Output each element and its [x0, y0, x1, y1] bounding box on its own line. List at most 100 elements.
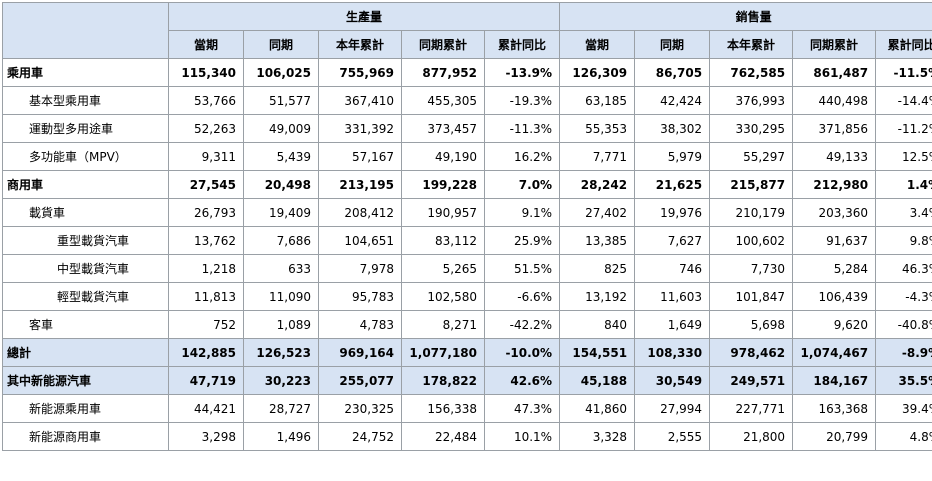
table-cell: 969,164 — [319, 339, 402, 367]
table-cell: 35.5% — [876, 367, 932, 395]
table-cell: 755,969 — [319, 59, 402, 87]
table-cell: 126,309 — [560, 59, 635, 87]
table-cell: 101,847 — [710, 283, 793, 311]
table-cell: 25.9% — [485, 227, 560, 255]
table-row: 中型載貨汽車 1,218 633 7,978 5,265 51.5% 825 7… — [3, 255, 932, 283]
table-row: 載貨車 26,793 19,409 208,412 190,957 9.1% 2… — [3, 199, 932, 227]
table-cell: 1,074,467 — [793, 339, 876, 367]
table-cell: -19.3% — [485, 87, 560, 115]
col-header: 本年累計 — [319, 31, 402, 59]
table-cell: 51,577 — [244, 87, 319, 115]
table-cell: 213,195 — [319, 171, 402, 199]
table-cell: 100,602 — [710, 227, 793, 255]
table-cell: 154,551 — [560, 339, 635, 367]
table-cell: 825 — [560, 255, 635, 283]
table-row-total: 總計 142,885 126,523 969,164 1,077,180 -10… — [3, 339, 932, 367]
table-cell: 44,421 — [169, 395, 244, 423]
table-cell: 9,311 — [169, 143, 244, 171]
table-cell: 11,090 — [244, 283, 319, 311]
table-cell: 9.1% — [485, 199, 560, 227]
table-cell: 41,860 — [560, 395, 635, 423]
col-header: 同期累計 — [402, 31, 485, 59]
table-cell: 978,462 — [710, 339, 793, 367]
table-cell: 455,305 — [402, 87, 485, 115]
table-cell: 19,409 — [244, 199, 319, 227]
table-cell: 1,218 — [169, 255, 244, 283]
table-cell: 57,167 — [319, 143, 402, 171]
table-cell: 27,545 — [169, 171, 244, 199]
col-header: 本年累計 — [710, 31, 793, 59]
table-cell: 142,885 — [169, 339, 244, 367]
table-cell: 53,766 — [169, 87, 244, 115]
col-header: 累計同比 — [485, 31, 560, 59]
table-row-nev: 其中新能源汽車 47,719 30,223 255,077 178,822 42… — [3, 367, 932, 395]
table-cell: 21,800 — [710, 423, 793, 451]
table-cell: 7,627 — [635, 227, 710, 255]
table-cell: 83,112 — [402, 227, 485, 255]
table-cell: 190,957 — [402, 199, 485, 227]
table-cell: 840 — [560, 311, 635, 339]
row-label: 新能源商用車 — [3, 423, 169, 451]
production-group-header: 生產量 — [169, 3, 560, 31]
table-cell: 633 — [244, 255, 319, 283]
row-label: 重型載貨汽車 — [3, 227, 169, 255]
table-row: 運動型多用途車 52,263 49,009 331,392 373,457 -1… — [3, 115, 932, 143]
row-label: 商用車 — [3, 171, 169, 199]
table-cell: -11.5% — [876, 59, 932, 87]
table-cell: 49,009 — [244, 115, 319, 143]
table-cell: 1,077,180 — [402, 339, 485, 367]
table-cell: 24,752 — [319, 423, 402, 451]
table-cell: 4,783 — [319, 311, 402, 339]
table-cell: 95,783 — [319, 283, 402, 311]
table-cell: 38,302 — [635, 115, 710, 143]
table-cell: 13,385 — [560, 227, 635, 255]
table-cell: 163,368 — [793, 395, 876, 423]
table-cell: 373,457 — [402, 115, 485, 143]
col-header: 當期 — [169, 31, 244, 59]
table-cell: 199,228 — [402, 171, 485, 199]
table-cell: 28,727 — [244, 395, 319, 423]
header-corner — [3, 3, 169, 59]
table-cell: 752 — [169, 311, 244, 339]
table-cell: 10.1% — [485, 423, 560, 451]
table-row: 客車 752 1,089 4,783 8,271 -42.2% 840 1,64… — [3, 311, 932, 339]
table-cell: 19,976 — [635, 199, 710, 227]
table-cell: 22,484 — [402, 423, 485, 451]
table-cell: 9,620 — [793, 311, 876, 339]
table-cell: -14.4% — [876, 87, 932, 115]
col-header: 同期累計 — [793, 31, 876, 59]
table-cell: 13,762 — [169, 227, 244, 255]
row-label: 載貨車 — [3, 199, 169, 227]
table-cell: 102,580 — [402, 283, 485, 311]
table-cell: -11.2% — [876, 115, 932, 143]
table-cell: -42.2% — [485, 311, 560, 339]
table-cell: 249,571 — [710, 367, 793, 395]
table-cell: 440,498 — [793, 87, 876, 115]
table-cell: 7,686 — [244, 227, 319, 255]
table-cell: 203,360 — [793, 199, 876, 227]
table-cell: 7,730 — [710, 255, 793, 283]
table-row: 新能源乘用車 44,421 28,727 230,325 156,338 47.… — [3, 395, 932, 423]
col-header: 同期 — [244, 31, 319, 59]
table-row: 基本型乘用車 53,766 51,577 367,410 455,305 -19… — [3, 87, 932, 115]
row-label: 客車 — [3, 311, 169, 339]
table-cell: 47,719 — [169, 367, 244, 395]
table-cell: 13,192 — [560, 283, 635, 311]
table-cell: -6.6% — [485, 283, 560, 311]
table-cell: 12.5% — [876, 143, 932, 171]
table-cell: 1,496 — [244, 423, 319, 451]
table-cell: 215,877 — [710, 171, 793, 199]
table-cell: 27,402 — [560, 199, 635, 227]
col-header: 累計同比 — [876, 31, 932, 59]
table-cell: -40.8% — [876, 311, 932, 339]
row-label: 乘用車 — [3, 59, 169, 87]
table-row: 乘用車 115,340 106,025 755,969 877,952 -13.… — [3, 59, 932, 87]
table-cell: 7,978 — [319, 255, 402, 283]
table-cell: -4.3% — [876, 283, 932, 311]
table-cell: 11,813 — [169, 283, 244, 311]
table-cell: 1.4% — [876, 171, 932, 199]
table-cell: -8.9% — [876, 339, 932, 367]
table-cell: 7.0% — [485, 171, 560, 199]
table-cell: 49,190 — [402, 143, 485, 171]
table-cell: 877,952 — [402, 59, 485, 87]
